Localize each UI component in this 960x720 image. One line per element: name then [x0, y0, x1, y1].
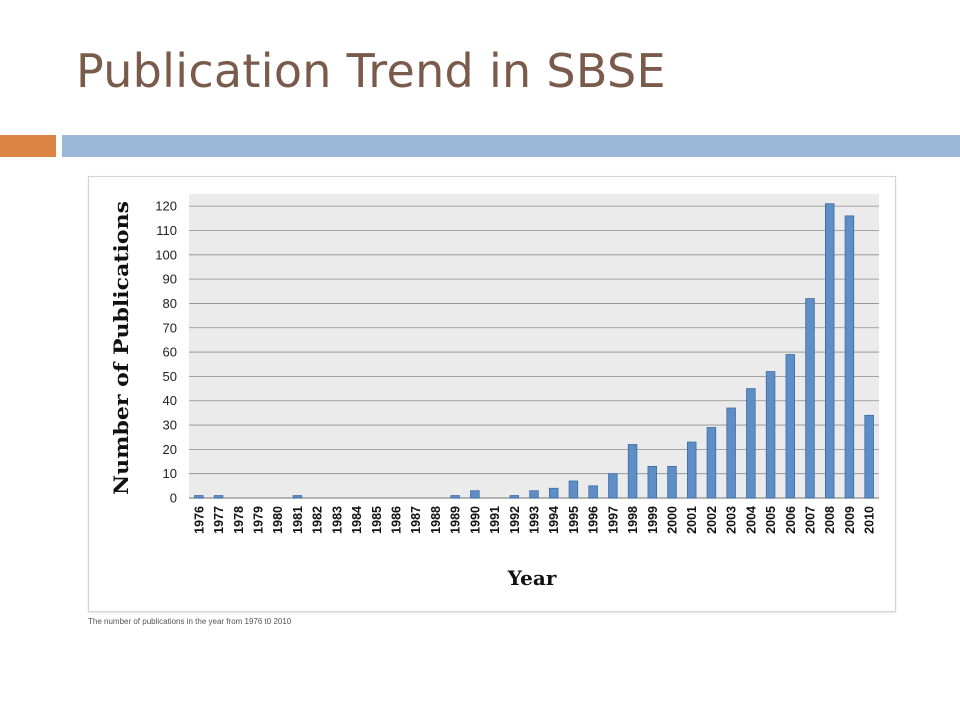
y-tick-label: 0 — [170, 491, 177, 506]
y-tick-label: 70 — [163, 320, 177, 335]
bars — [194, 203, 874, 499]
y-tick-label: 20 — [163, 442, 177, 457]
x-tick-label: 2004 — [744, 506, 758, 534]
bar-1981 — [292, 495, 303, 499]
x-tick-labels: 1976 1977 1978 1979 1980 1981 1982 1983 1984 1985… — [192, 506, 876, 534]
y-axis-label: Number of Publications — [109, 201, 133, 495]
x-tick-label: 1980 — [271, 506, 285, 534]
x-tick-label: 1987 — [409, 506, 423, 534]
bar-2008 — [824, 203, 835, 499]
plot-area — [189, 194, 879, 498]
y-tick-label: 120 — [155, 199, 177, 214]
bar-1977 — [213, 495, 224, 499]
x-tick-label: 2007 — [804, 506, 818, 534]
x-tick-label: 1991 — [488, 506, 502, 534]
x-axis-label: Year — [507, 566, 557, 590]
bar-2009 — [844, 215, 855, 499]
y-tick-label: 30 — [163, 418, 177, 433]
bar-1989 — [450, 495, 460, 499]
x-tick-label: 2003 — [725, 506, 739, 534]
bar-1995 — [568, 480, 579, 499]
bar-2003 — [726, 407, 736, 499]
bar-1997 — [608, 473, 618, 499]
x-tick-label: 1976 — [192, 506, 206, 534]
x-tick-label: 1998 — [626, 506, 640, 534]
x-tick-label: 1996 — [587, 506, 601, 534]
x-tick-label: 2008 — [823, 506, 837, 534]
x-tick-label: 1990 — [468, 506, 482, 534]
x-tick-label: 1978 — [232, 506, 246, 534]
bar-2001 — [686, 441, 697, 499]
x-tick-label: 1979 — [252, 506, 266, 534]
x-tick-label: 2010 — [863, 506, 877, 534]
y-tick-label: 100 — [155, 247, 177, 262]
bar-2007 — [805, 298, 815, 499]
x-tick-label: 1986 — [390, 506, 404, 534]
y-tick-label: 40 — [163, 393, 177, 408]
bar-2000 — [667, 465, 677, 499]
bar-2006 — [785, 354, 796, 499]
bar-1990 — [470, 490, 480, 499]
bar-1999 — [647, 465, 658, 499]
x-tick-label: 2000 — [666, 506, 680, 534]
figure-caption: The number of publications in the year f… — [88, 617, 292, 626]
x-tick-label: 1977 — [212, 506, 226, 534]
y-tick-label: 80 — [163, 296, 177, 311]
x-tick-label: 1997 — [606, 506, 620, 534]
x-tick-label: 1988 — [429, 506, 443, 534]
x-tick-label: 1989 — [449, 506, 463, 534]
x-tick-label: 1982 — [311, 506, 325, 534]
bar-2010 — [864, 414, 874, 499]
bar-2002 — [706, 427, 717, 499]
bar-2005 — [765, 371, 776, 499]
x-tick-label: 1984 — [350, 506, 364, 534]
x-tick-label: 2006 — [784, 506, 798, 534]
x-tick-label: 1983 — [330, 506, 344, 534]
y-tick-label: 90 — [163, 272, 177, 287]
bar-1996 — [588, 485, 598, 499]
x-tick-label: 1985 — [370, 506, 384, 534]
x-tick-label: 1994 — [547, 506, 561, 534]
x-tick-label: 2005 — [764, 506, 778, 534]
y-tick-label: 10 — [163, 466, 177, 481]
y-tick-labels: 0 10 20 30 40 50 60 70 80 90 100 110 120 — [155, 199, 177, 506]
x-tick-label: 1995 — [567, 506, 581, 534]
figure-frame: 0 10 20 30 40 50 60 70 80 90 100 110 120 1976 1977 197… — [88, 176, 896, 612]
x-tick-label: 2009 — [843, 506, 857, 534]
bar-2004 — [746, 388, 756, 499]
x-tick-label: 1981 — [291, 506, 305, 534]
y-tick-label: 50 — [163, 369, 177, 384]
bar-1992 — [509, 495, 520, 499]
bar-1976 — [194, 495, 204, 499]
y-tick-label: 60 — [163, 345, 177, 360]
x-tick-label: 1999 — [646, 506, 660, 534]
x-tick-label: 2001 — [685, 506, 699, 534]
accent-bar-orange — [0, 135, 56, 157]
x-tick-label: 1992 — [508, 506, 522, 534]
x-tick-label: 1993 — [528, 506, 542, 534]
accent-bar-blue — [62, 135, 960, 157]
x-tick-label: 2002 — [705, 506, 719, 534]
bar-1998 — [627, 444, 638, 499]
y-tick-label: 110 — [156, 223, 177, 238]
slide-title: Publication Trend in SBSE — [76, 44, 666, 98]
gridlines — [189, 205, 879, 499]
bar-1993 — [529, 490, 539, 499]
bar-1994 — [548, 487, 559, 499]
